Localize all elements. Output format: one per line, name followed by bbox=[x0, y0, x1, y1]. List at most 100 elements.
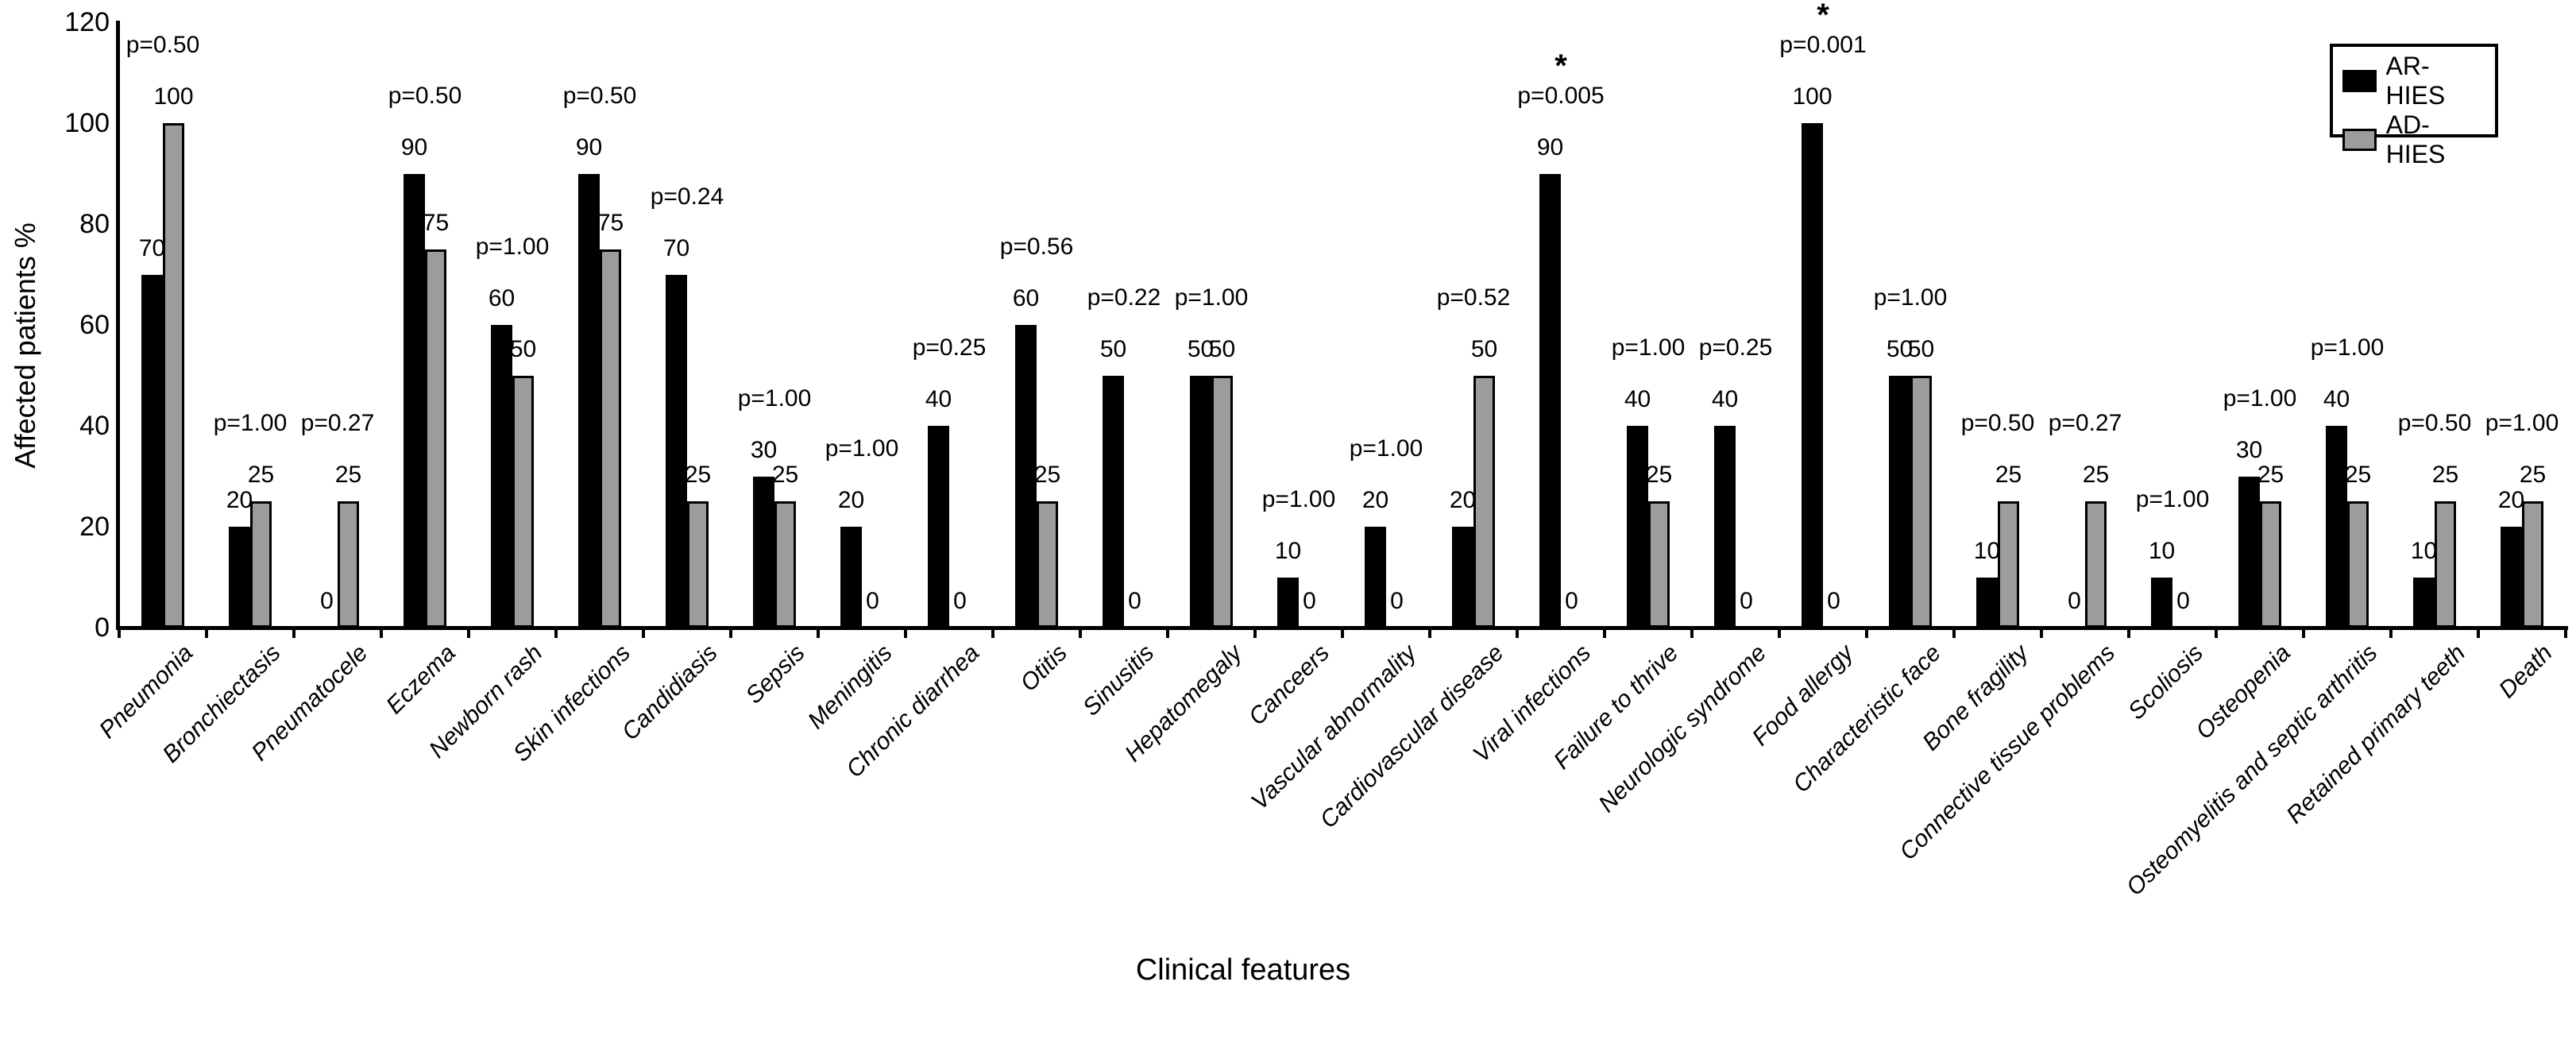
y-tick-label: 80 bbox=[79, 209, 110, 239]
x-tick bbox=[1952, 628, 1956, 638]
category-label-sinusitis: Sinusitis bbox=[1078, 640, 1160, 721]
x-tick bbox=[1341, 628, 1344, 638]
p-value-label: p=0.24 bbox=[650, 183, 724, 210]
value-label-ar-hies: 50 bbox=[1187, 335, 1215, 362]
category-label-sepsis: Sepsis bbox=[740, 640, 810, 709]
category-label-scoliosis: Scoliosis bbox=[2122, 640, 2208, 725]
bar-ar-hies-death bbox=[2501, 527, 2522, 628]
bar-ad-hies-connective-tissue-problems bbox=[2085, 501, 2107, 628]
value-label-ar-hies: 0 bbox=[320, 588, 334, 614]
p-value-label: p=0.22 bbox=[1087, 284, 1161, 311]
bar-ar-hies-osteopenia bbox=[2238, 476, 2260, 628]
x-axis-title: Clinical features bbox=[1135, 953, 1351, 987]
x-tick bbox=[1166, 628, 1169, 638]
value-label-ad-hies: 25 bbox=[2431, 462, 2459, 489]
x-tick bbox=[380, 628, 383, 638]
value-label-ad-hies: 50 bbox=[1907, 335, 1935, 362]
value-label-ar-hies: 50 bbox=[1886, 335, 1914, 362]
x-tick bbox=[991, 628, 994, 638]
p-value-label: p=1.00 bbox=[213, 410, 288, 437]
x-tick bbox=[554, 628, 558, 638]
bar-ar-hies-failure-to-thrive bbox=[1627, 426, 1648, 628]
bar-ar-hies-viral-infections bbox=[1539, 173, 1561, 628]
significance-asterisk: * bbox=[1554, 48, 1567, 83]
x-tick bbox=[467, 628, 470, 638]
value-label-ad-hies: 0 bbox=[1827, 588, 1840, 614]
bar-ad-hies-osteopenia bbox=[2260, 501, 2281, 628]
bar-ad-hies-death bbox=[2522, 501, 2543, 628]
x-tick bbox=[2215, 628, 2218, 638]
p-value-label: p=1.00 bbox=[1611, 334, 1686, 361]
p-value-label: p=1.00 bbox=[737, 385, 812, 412]
value-label-ad-hies: 0 bbox=[1128, 588, 1141, 614]
p-value-label: p=1.00 bbox=[1261, 485, 1336, 512]
value-label-ar-hies: 70 bbox=[138, 234, 166, 261]
value-label-ad-hies: 75 bbox=[422, 209, 450, 236]
value-label-ar-hies: 50 bbox=[1099, 335, 1127, 362]
legend-item-ar-hies: AR-HIES bbox=[2342, 52, 2485, 110]
bar-ad-hies-retained-primary-teeth bbox=[2435, 501, 2456, 628]
bar-ar-hies-bone-fragility bbox=[1976, 577, 1998, 628]
value-label-ad-hies: 100 bbox=[153, 83, 194, 110]
category-label-characteristic-face: Characteristic face bbox=[1787, 640, 1946, 798]
bar-ad-hies-newborn-rash bbox=[512, 375, 534, 628]
bar-ar-hies-canceers bbox=[1277, 577, 1299, 628]
value-label-ad-hies: 0 bbox=[1390, 588, 1404, 614]
bar-ar-hies-retained-primary-teeth bbox=[2413, 577, 2435, 628]
p-value-label: p=0.56 bbox=[999, 234, 1074, 260]
x-tick bbox=[1079, 628, 1082, 638]
bar-ar-hies-pneumonia bbox=[141, 274, 163, 628]
value-label-ar-hies: 10 bbox=[2410, 537, 2438, 564]
p-value-label: p=1.00 bbox=[2135, 485, 2210, 512]
category-label-canceers: Canceers bbox=[1243, 640, 1334, 731]
p-value-label: p=1.00 bbox=[1174, 284, 1249, 311]
p-value-label: p=1.00 bbox=[1873, 284, 1948, 311]
value-label-ar-hies: 40 bbox=[1711, 386, 1739, 412]
x-tick bbox=[2127, 628, 2130, 638]
x-tick bbox=[817, 628, 820, 638]
bar-ad-hies-eczema bbox=[425, 249, 446, 628]
bar-ar-hies-otitis bbox=[1015, 325, 1037, 628]
x-tick bbox=[2389, 628, 2393, 638]
p-value-label: p=0.001 bbox=[1779, 32, 1867, 58]
bar-ad-hies-otitis bbox=[1037, 501, 1058, 628]
bar-ad-hies-sepsis bbox=[774, 501, 796, 628]
p-value-label: p=0.27 bbox=[2048, 410, 2122, 437]
legend-swatch-ad-hies bbox=[2342, 129, 2377, 151]
value-label-ad-hies: 0 bbox=[2176, 588, 2190, 614]
p-value-label: p=0.25 bbox=[1698, 334, 1773, 361]
y-tick-label: 100 bbox=[64, 108, 110, 138]
x-tick bbox=[2302, 628, 2305, 638]
bar-ad-hies-skin-infections bbox=[600, 249, 621, 628]
value-label-ad-hies: 25 bbox=[684, 462, 712, 489]
bar-ar-hies-cardiovascular-disease bbox=[1452, 527, 1473, 628]
value-label-ad-hies: 0 bbox=[1303, 588, 1316, 614]
p-value-label: p=1.00 bbox=[475, 234, 550, 260]
bar-ad-hies-bone-fragility bbox=[1998, 501, 2019, 628]
p-value-label: p=0.50 bbox=[388, 82, 462, 109]
bar-ar-hies-neurologic-syndrome bbox=[1714, 426, 1736, 628]
value-label-ar-hies: 100 bbox=[1792, 83, 1833, 110]
bar-ad-hies-pneumatocele bbox=[338, 501, 359, 628]
value-label-ar-hies: 60 bbox=[488, 285, 516, 311]
legend: AR-HIES AD-HIES bbox=[2330, 44, 2498, 168]
value-label-ar-hies: 10 bbox=[1973, 537, 2001, 564]
value-label-ar-hies: 20 bbox=[1361, 487, 1389, 513]
value-label-ar-hies: 90 bbox=[575, 133, 603, 160]
x-tick bbox=[2477, 628, 2480, 638]
p-value-label: p=0.27 bbox=[300, 410, 375, 437]
value-label-ar-hies: 20 bbox=[837, 487, 865, 513]
y-tick-label: 40 bbox=[79, 411, 110, 441]
y-tick-label: 20 bbox=[79, 512, 110, 542]
legend-swatch-ar-hies bbox=[2342, 70, 2377, 92]
bar-ad-hies-bronchiectasis bbox=[250, 501, 272, 628]
bar-ad-hies-characteristic-face bbox=[1910, 375, 1932, 628]
category-label-meningitis: Meningitis bbox=[802, 640, 898, 735]
p-value-label: p=1.00 bbox=[825, 435, 899, 462]
value-label-ar-hies: 40 bbox=[925, 386, 952, 412]
bar-ad-hies-candidiasis bbox=[687, 501, 709, 628]
bar-ar-hies-sepsis bbox=[753, 476, 774, 628]
x-tick bbox=[1516, 628, 1519, 638]
bar-ar-hies-candidiasis bbox=[666, 274, 687, 628]
y-tick-label: 120 bbox=[64, 7, 110, 37]
